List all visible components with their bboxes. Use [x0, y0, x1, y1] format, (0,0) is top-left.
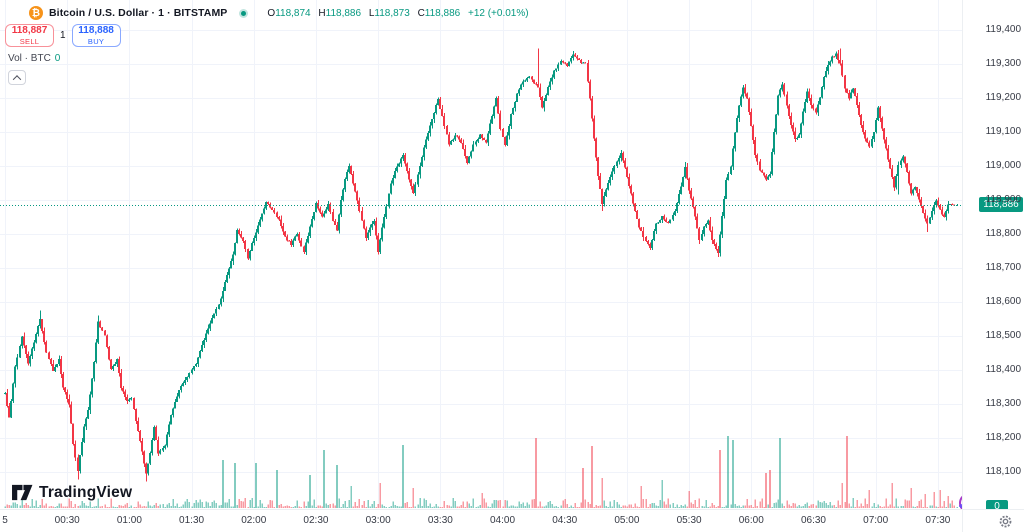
- time-axis-label: 03:00: [365, 515, 391, 526]
- trade-buttons-row: 118,887 SELL 1 118,888 BUY: [5, 24, 529, 47]
- axis-corner: [962, 509, 1024, 532]
- ohlc-values: O118,874 H118,886 L118,873 C118,886 +12 …: [262, 8, 528, 19]
- time-axis-label: 07:30: [925, 515, 951, 526]
- price-axis-label: 118,900: [985, 194, 1021, 205]
- ohlc-high-label: H: [318, 7, 326, 19]
- buy-label: BUY: [87, 36, 105, 46]
- time-axis-label: 01:30: [179, 515, 205, 526]
- price-axis-label: 119,300: [985, 58, 1021, 69]
- time-axis-label: 03:30: [427, 515, 453, 526]
- volume-legend-value: 0: [54, 53, 61, 64]
- price-axis-label: 119,200: [985, 92, 1021, 103]
- gear-icon: [999, 515, 1012, 528]
- time-axis-label: 06:00: [738, 515, 764, 526]
- ohlc-close-value: 118,886: [424, 7, 461, 19]
- bitcoin-icon: ₿: [29, 6, 43, 20]
- volume-layer: [4, 436, 958, 508]
- ohlc-change-value: +12 (+0.01%): [467, 7, 529, 19]
- collapse-legend-button[interactable]: [8, 70, 26, 85]
- grid-layer: [0, 0, 962, 508]
- price-axis[interactable]: 118,886 0 119,400 119,300 119,200 119,100 11…: [962, 0, 1024, 514]
- current-price-tag: 118,886: [979, 197, 1023, 213]
- price-axis-label: 118,600: [985, 296, 1021, 307]
- buy-button[interactable]: 118,888 BUY: [71, 24, 121, 47]
- time-axis-label: 05:00: [614, 515, 640, 526]
- price-axis-label: 119,100: [985, 126, 1021, 137]
- time-axis-label: 04:00: [490, 515, 516, 526]
- symbol-title[interactable]: Bitcoin / U.S. Dollar · 1 · BITSTAMP: [49, 7, 228, 19]
- symbol-row: ₿ Bitcoin / U.S. Dollar · 1 · BITSTAMP O…: [29, 6, 529, 20]
- ohlc-low-value: 118,873: [374, 7, 410, 19]
- time-axis-label: 5: [2, 515, 8, 526]
- tradingview-logo[interactable]: TradingView: [11, 483, 132, 502]
- time-axis-label: 00:30: [54, 515, 80, 526]
- price-axis-label: 118,300: [985, 398, 1021, 409]
- tradingview-logo-text: TradingView: [39, 483, 133, 501]
- volume-legend[interactable]: Vol · BTC 0: [8, 53, 529, 64]
- buy-price: 118,888: [78, 24, 114, 36]
- time-axis-label: 07:00: [863, 515, 889, 526]
- chart-settings-button[interactable]: [998, 514, 1013, 529]
- tradingview-logo-icon: [12, 484, 33, 501]
- ohlc-high-value: 118,886: [325, 7, 362, 19]
- sell-button[interactable]: 118,887 SELL: [5, 24, 54, 47]
- boost-button[interactable]: [952, 490, 962, 509]
- time-axis-label: 05:30: [676, 515, 702, 526]
- time-axis[interactable]: 5 00:30 01:00 01:30 02:00 02:30 03:00 03:30 04:0…: [0, 509, 962, 532]
- time-axis-label: 04:30: [552, 515, 578, 526]
- time-axis-label: 06:30: [800, 515, 826, 526]
- volume-legend-label: Vol · BTC: [8, 53, 51, 64]
- price-axis-label: 118,100: [985, 466, 1021, 477]
- ohlc-open-label: O: [267, 7, 276, 19]
- ohlc-close-label: C: [417, 7, 425, 19]
- spread-value: 1: [60, 30, 66, 41]
- time-axis-label: 02:30: [303, 515, 329, 526]
- chevron-up-icon: [12, 74, 22, 84]
- price-pane[interactable]: ₿ Bitcoin / U.S. Dollar · 1 · BITSTAMP O…: [0, 0, 962, 509]
- sell-price: 118,887: [11, 24, 48, 36]
- candles-layer: [4, 48, 958, 482]
- lightning-boost-icon: [959, 495, 962, 509]
- time-axis-label: 01:00: [116, 515, 142, 526]
- time-axis-label: 02:00: [241, 515, 267, 526]
- price-axis-label: 119,000: [985, 160, 1021, 171]
- price-axis-label: 119,400: [985, 24, 1021, 35]
- legend: ₿ Bitcoin / U.S. Dollar · 1 · BITSTAMP O…: [0, 0, 529, 85]
- ohlc-low-label: L: [368, 7, 375, 19]
- market-status-icon[interactable]: [239, 8, 249, 18]
- candlestick-chart[interactable]: [0, 0, 962, 509]
- price-axis-label: 118,200: [985, 432, 1021, 443]
- price-axis-label: 118,700: [985, 262, 1021, 273]
- price-axis-label: 118,500: [985, 330, 1021, 341]
- ohlc-open-value: 118,874: [275, 7, 311, 19]
- price-axis-label: 118,400: [985, 364, 1021, 375]
- sell-label: SELL: [19, 36, 40, 46]
- price-axis-label: 118,800: [985, 228, 1021, 239]
